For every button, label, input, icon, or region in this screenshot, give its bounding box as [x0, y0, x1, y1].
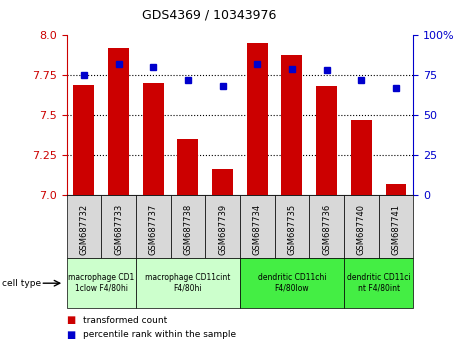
Bar [247, 44, 267, 195]
Text: percentile rank within the sample: percentile rank within the sample [83, 330, 236, 339]
Text: macrophage CD11cint
F4/80hi: macrophage CD11cint F4/80hi [145, 274, 230, 293]
Text: GSM687734: GSM687734 [253, 204, 262, 255]
Text: GSM687739: GSM687739 [218, 204, 227, 255]
Text: GSM687733: GSM687733 [114, 204, 123, 255]
Text: GSM687736: GSM687736 [322, 204, 331, 255]
Text: ■: ■ [66, 330, 76, 339]
Text: GSM687735: GSM687735 [287, 204, 296, 255]
Text: GSM687740: GSM687740 [357, 204, 366, 255]
Text: GSM687738: GSM687738 [183, 204, 192, 255]
Text: macrophage CD1
1clow F4/80hi: macrophage CD1 1clow F4/80hi [68, 274, 134, 293]
Text: GDS4369 / 10343976: GDS4369 / 10343976 [142, 9, 276, 22]
Text: GSM687732: GSM687732 [79, 204, 88, 255]
Text: dendritic CD11chi
F4/80low: dendritic CD11chi F4/80low [257, 274, 326, 293]
Bar [108, 48, 129, 195]
Text: transformed count: transformed count [83, 316, 167, 325]
Text: GSM687741: GSM687741 [391, 204, 400, 255]
Bar [178, 139, 198, 195]
Text: GSM687737: GSM687737 [149, 204, 158, 255]
Bar [316, 86, 337, 195]
Bar [74, 85, 94, 195]
Bar [212, 169, 233, 195]
Bar [386, 183, 406, 195]
Bar [143, 83, 163, 195]
Bar [351, 120, 371, 195]
Text: cell type: cell type [2, 279, 41, 288]
Bar [282, 55, 302, 195]
Text: ■: ■ [66, 315, 76, 325]
Text: dendritic CD11ci
nt F4/80int: dendritic CD11ci nt F4/80int [347, 274, 410, 293]
